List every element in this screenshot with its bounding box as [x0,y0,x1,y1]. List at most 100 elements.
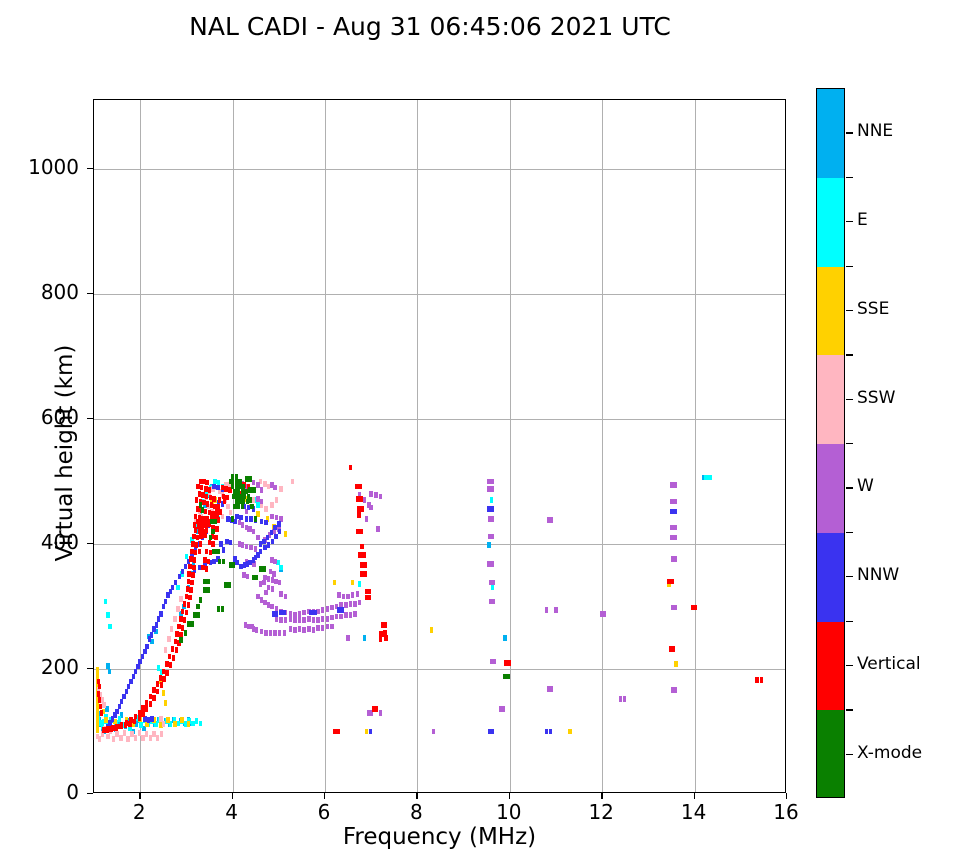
data-point-w [251,479,256,486]
data-point-nnw [220,501,225,507]
y-tick-mark [87,292,93,295]
data-point-vertical [225,494,229,501]
data-point-w [369,709,373,716]
colorbar-segment-nne[interactable] [817,89,844,178]
data-point-vertical [129,717,133,724]
data-point-w [288,616,293,622]
data-point-w [669,498,674,505]
plot-area[interactable] [93,99,786,793]
data-point-vertical [189,587,193,593]
data-point-nnw [235,513,239,520]
data-point-vertical [198,541,202,547]
x-tick-label: 6 [317,800,331,824]
data-point-nnw [136,663,140,670]
data-point-w [293,617,297,623]
data-point-nnw [146,717,151,724]
data-point-w [242,572,246,578]
data-point-vertical [383,629,387,636]
data-point-ssw [141,734,145,741]
data-point-nnw [548,728,553,735]
data-point-w [274,606,279,612]
colorbar-label-w: W [857,476,874,497]
data-point-vertical [191,541,195,547]
data-point-vertical [199,519,203,526]
data-point-vertical [197,528,202,535]
data-point-vertical [188,594,192,601]
data-point-w [307,616,311,622]
x-tick-mark [416,793,418,799]
colorbar-segment-ssw[interactable] [817,355,844,444]
data-point-nnw [225,538,229,545]
data-point-nnw [173,579,178,586]
data-point-nnw [270,538,275,545]
x-tick-mark [231,793,233,799]
data-point-vertical [207,487,212,493]
data-point-w [277,579,282,586]
data-point-w [490,561,494,567]
colorbar[interactable] [816,88,845,798]
colorbar-segment-sse[interactable] [817,266,844,356]
data-point-vertical [168,662,173,668]
data-point-vertical [228,487,232,493]
colorbar-segment-w[interactable] [817,444,844,533]
x-tick-mark [324,793,326,799]
data-point-vertical [96,691,101,697]
data-point-w [307,626,311,632]
data-point-w [330,604,334,611]
data-point-vertical [189,556,193,562]
data-point-sse [161,689,166,696]
data-point-x-mode [206,587,211,593]
colorbar-tick-mark [846,487,853,489]
data-point-vertical [199,484,204,491]
data-point-w [316,624,320,631]
data-point-vertical [192,522,197,528]
data-point-ssw [161,721,166,727]
data-point-ssw [100,731,105,737]
data-point-sse [173,721,177,727]
data-point-vertical [137,709,141,716]
x-tick-label: 14 [680,800,707,824]
data-point-w [367,709,371,716]
colorbar-boundary-tick [846,265,853,267]
data-point-w [547,517,551,523]
data-point-nnw [126,683,131,690]
data-point-w [302,609,306,616]
data-point-w [669,534,674,541]
data-point-vertical [174,647,178,653]
data-point-w [240,481,244,487]
data-point-vertical [152,694,156,701]
colorbar-label-x-mode: X-mode [857,742,923,763]
data-point-x-mode [213,518,217,525]
data-point-ssw [144,731,149,737]
data-point-vertical [208,494,213,501]
data-point-nne [127,718,131,724]
x-tick-label: 4 [225,800,238,824]
data-point-sse [95,727,100,734]
data-point-vertical [198,498,202,505]
data-point-w [273,484,277,491]
data-point-w [274,578,278,585]
data-point-w [378,709,383,716]
data-point-vertical [375,706,379,712]
colorbar-segment-vertical[interactable] [817,621,844,711]
data-point-sse [283,531,288,537]
data-point-e [704,474,708,481]
data-point-nnw [242,503,246,510]
data-point-w [302,627,306,633]
data-point-x-mode [240,503,245,510]
colorbar-segment-e[interactable] [817,177,844,267]
data-point-nnw [490,506,494,512]
data-point-vertical [507,659,511,666]
data-point-ssw [266,483,271,490]
data-point-w [431,728,436,735]
data-point-w [316,608,320,615]
colorbar-segment-nnw[interactable] [817,532,844,622]
data-point-e [176,720,180,727]
data-point-w [490,486,494,492]
data-point-nnw [150,716,154,722]
data-point-vertical [363,562,368,568]
data-point-x-mode [253,516,258,522]
data-point-e [708,474,712,481]
colorbar-tick-mark [846,753,853,755]
colorbar-segment-x-mode[interactable] [817,710,844,797]
